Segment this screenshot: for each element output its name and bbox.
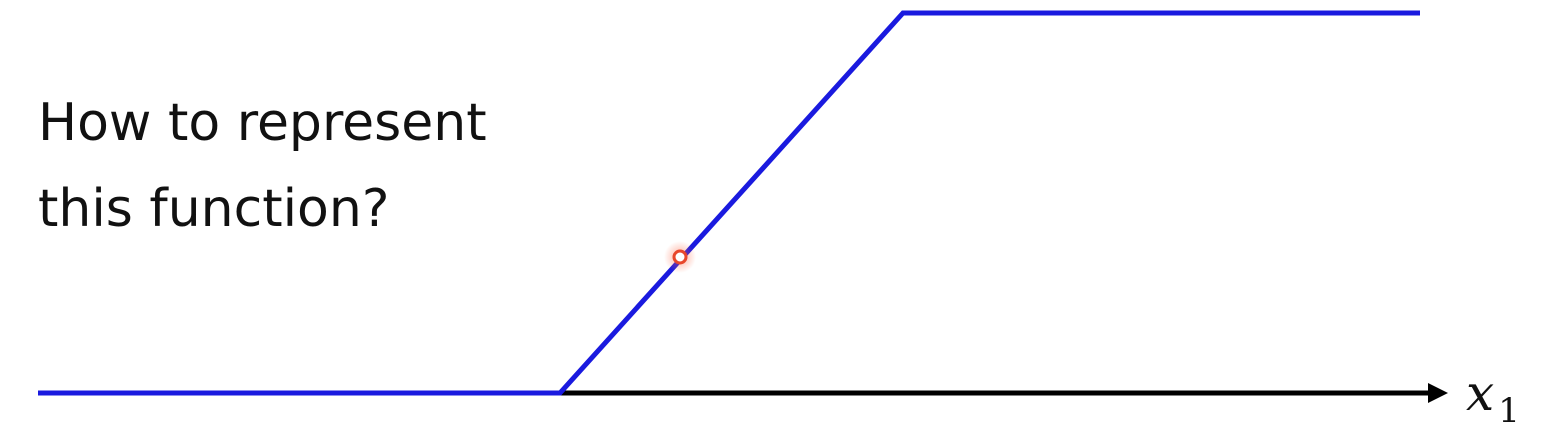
x-axis-arrowhead xyxy=(1428,383,1448,403)
x-axis-label-subscript: 1 xyxy=(1498,391,1520,431)
cursor-marker xyxy=(674,251,686,263)
function-line xyxy=(38,13,1420,393)
